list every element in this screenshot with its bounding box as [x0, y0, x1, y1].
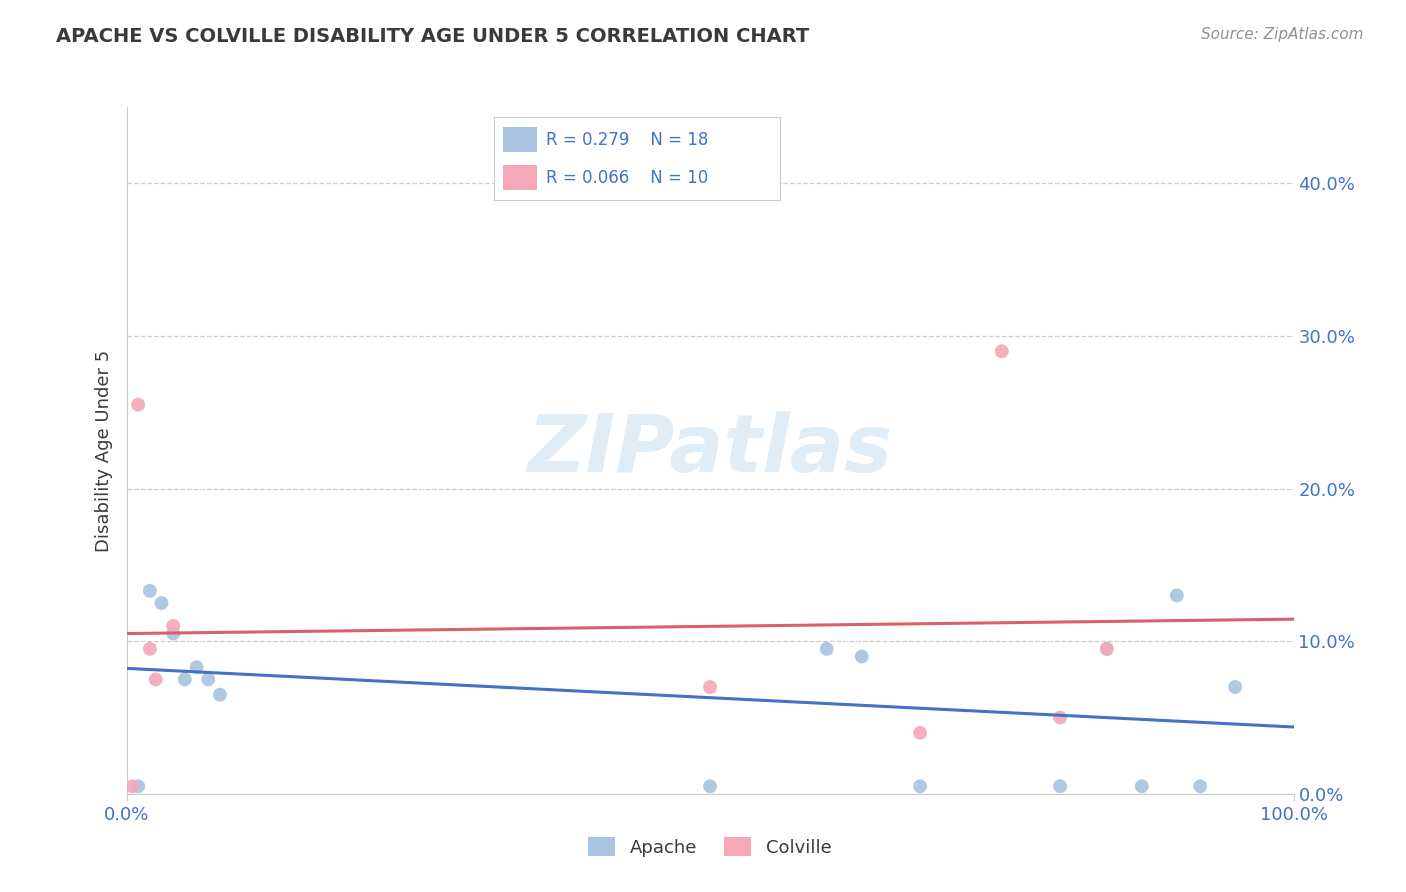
Text: ZIPatlas: ZIPatlas: [527, 411, 893, 490]
Point: [699, 680, 721, 694]
Point: [174, 673, 197, 687]
Point: [162, 619, 184, 633]
Point: [990, 344, 1012, 359]
Point: [1189, 779, 1212, 793]
Point: [150, 596, 173, 610]
Point: [851, 649, 873, 664]
Point: [208, 688, 231, 702]
Y-axis label: Disability Age Under 5: Disability Age Under 5: [94, 350, 112, 551]
Point: [121, 779, 143, 793]
Point: [162, 626, 184, 640]
Point: [1130, 779, 1153, 793]
Point: [1166, 589, 1188, 603]
Point: [1095, 641, 1118, 656]
Text: APACHE VS COLVILLE DISABILITY AGE UNDER 5 CORRELATION CHART: APACHE VS COLVILLE DISABILITY AGE UNDER …: [56, 27, 810, 45]
Point: [127, 398, 149, 412]
Text: Source: ZipAtlas.com: Source: ZipAtlas.com: [1201, 27, 1364, 42]
Point: [699, 779, 721, 793]
Point: [186, 660, 208, 674]
Point: [139, 583, 162, 598]
Point: [1049, 710, 1071, 724]
Point: [197, 673, 219, 687]
Point: [139, 641, 162, 656]
Point: [908, 779, 931, 793]
Point: [145, 673, 167, 687]
Point: [127, 779, 149, 793]
Legend: Apache, Colville: Apache, Colville: [581, 830, 839, 863]
Point: [908, 726, 931, 740]
Point: [1223, 680, 1246, 694]
Point: [1049, 779, 1071, 793]
Point: [815, 641, 838, 656]
Point: [1095, 641, 1118, 656]
